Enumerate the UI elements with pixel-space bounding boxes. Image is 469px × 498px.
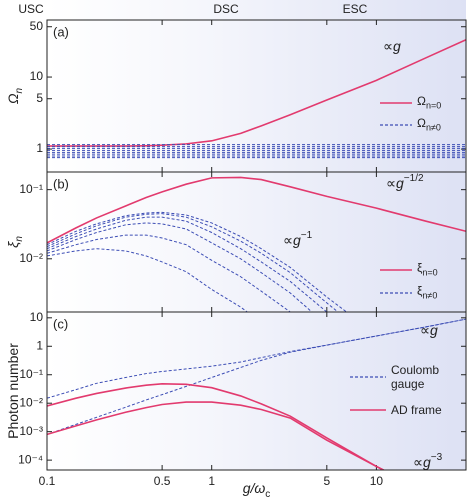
series-line [47, 401, 386, 470]
series-line [47, 213, 339, 312]
series-group [47, 318, 466, 470]
legend-entry: ξn≠0 [417, 277, 465, 309]
legend-label: AD frame [391, 394, 465, 426]
series-group [47, 38, 466, 159]
panel-label: (b) [53, 176, 69, 191]
legend-name: ξ [417, 260, 423, 275]
legend-label: Coulomb gauge [391, 361, 465, 393]
y-tick-label: 10⁻¹ [19, 182, 43, 196]
legend-name: Ω [417, 115, 426, 130]
annotation-text: ∝g [383, 38, 401, 54]
y-axis-label-sub: n [14, 236, 25, 242]
annotation: ∝g [383, 38, 401, 54]
legend-name: ξ [417, 283, 423, 298]
legend-sub: n=0 [425, 100, 442, 111]
series-line [47, 222, 313, 312]
x-axis-label-main: g/ω [243, 480, 266, 496]
legend-text: AD frame [391, 403, 442, 417]
legend-entry: Coulomb gauge [391, 361, 465, 393]
annotation-text: ∝g [386, 175, 404, 191]
y-axis-label: Ωn [5, 87, 25, 104]
legend-text: Ωn≠0 [417, 116, 441, 134]
y-tick-label: 10⁻² [19, 395, 43, 409]
y-tick-label: 10⁻² [19, 251, 43, 265]
legend-entry: Ωn≠0 [417, 109, 465, 141]
region-label: USC [18, 2, 44, 16]
x-tick-label: 1 [208, 474, 215, 488]
series-line [47, 318, 466, 435]
y-axis-label-sub: n [14, 87, 25, 93]
legend-name: Coulomb gauge [391, 363, 440, 391]
region-label: ESC [343, 2, 368, 16]
legend-label: Ωn≠0 [417, 109, 465, 141]
x-tick-label: 10 [370, 474, 384, 488]
annotation-text: ∝g [283, 232, 301, 248]
series-line [47, 318, 466, 399]
x-tick-label: 0.1 [39, 474, 56, 488]
legend-text: Ωn=0 [417, 94, 441, 112]
legend-text: ξn=0 [417, 261, 438, 279]
annotation-sup: −3 [431, 452, 443, 463]
x-axis-label: g/ωc [243, 480, 271, 498]
y-tick-label: 10 [30, 310, 44, 324]
y-axis-label-main: Ω [5, 93, 21, 104]
series-line [47, 234, 292, 312]
x-tick-label: 5 [323, 474, 330, 488]
y-axis-label: Photon number [5, 343, 21, 439]
annotation: ∝g−3 [413, 452, 443, 470]
region-label: DSC [213, 2, 239, 16]
y-tick-label: 10⁻¹ [19, 367, 43, 381]
y-tick-label: 50 [30, 19, 44, 33]
x-axis-label-sub: c [265, 489, 270, 498]
panel-label: (c) [53, 316, 68, 331]
y-axis-label-main: Photon number [5, 343, 21, 439]
regime-background [47, 0, 466, 470]
series-line [47, 216, 328, 312]
series-line [47, 176, 466, 244]
y-tick-label: 1 [36, 338, 43, 352]
series-line [47, 211, 348, 312]
panel-label: (a) [53, 24, 69, 39]
annotation-text: ∝g [420, 322, 438, 338]
y-tick-label: 10⁻³ [19, 424, 43, 438]
legend-entry: ξn=0 [417, 254, 465, 286]
legend-text: Coulomb gauge [391, 363, 465, 391]
annotation: ∝g−1 [283, 230, 313, 248]
annotation-sup: −1 [301, 230, 313, 241]
y-tick-label: 1 [36, 141, 43, 155]
panel: 10 1 10⁻¹ 10⁻² 10⁻³ 10⁻⁴ 0.1 0.5 1 5 10 (c) Photon n… [5, 310, 467, 498]
series-line [47, 38, 466, 147]
legend-label: Ωn=0 [417, 87, 465, 119]
legend-text: ξn≠0 [417, 284, 437, 302]
panel-frame [46, 311, 467, 471]
annotation: ∝g [420, 322, 438, 338]
annotation-text: ∝g [413, 454, 431, 470]
legend-entry: Ωn=0 [417, 87, 465, 119]
legend-sub: n=0 [422, 267, 438, 278]
legend-name: Ω [417, 93, 426, 108]
legend-sub: n≠0 [425, 122, 441, 133]
annotation-sup: −1/2 [404, 173, 424, 184]
y-axis-label: ξn [5, 236, 25, 248]
series-group [47, 176, 466, 312]
legend-label: ξn=0 [417, 254, 465, 286]
y-tick-label: 10⁻⁴ [18, 452, 43, 466]
annotation: ∝g−1/2 [386, 173, 424, 191]
y-tick-label: 10 [30, 69, 44, 83]
legend-label: ξn≠0 [417, 277, 465, 309]
x-tick-label: 0.5 [154, 474, 171, 488]
legend-entry: AD frame [391, 394, 465, 426]
legend-name: AD frame [391, 403, 442, 417]
legend-sub: n≠0 [422, 290, 438, 301]
y-axis-label-main: ξ [5, 241, 21, 248]
y-tick-label: 5 [36, 91, 43, 105]
